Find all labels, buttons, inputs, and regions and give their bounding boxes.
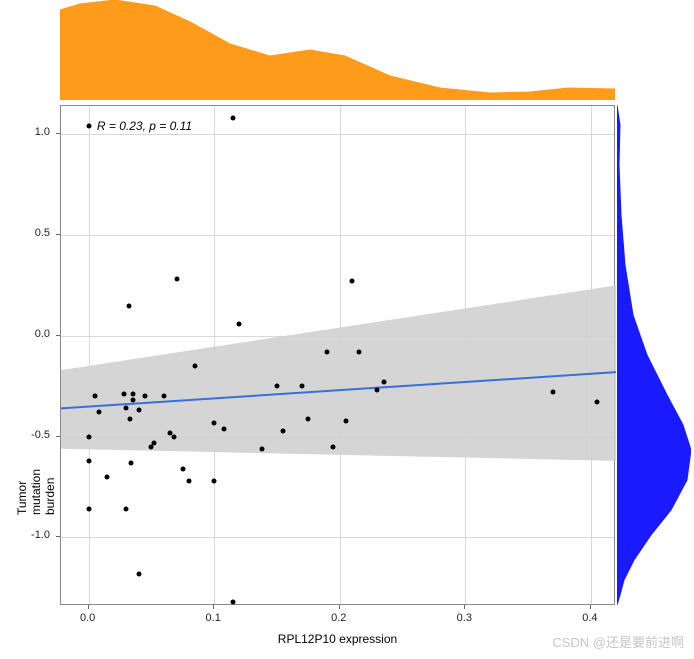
x-tick-label: 0.2 (331, 612, 346, 624)
x-tick-label: 0.1 (206, 612, 221, 624)
y-tick-label: -1.0 (0, 529, 50, 541)
y-tick-mark (56, 234, 60, 235)
scatter-point (356, 349, 361, 354)
scatter-point (212, 420, 217, 425)
scatter-point (130, 392, 135, 397)
scatter-point (231, 599, 236, 604)
y-tick-label: 0.0 (0, 328, 50, 340)
y-tick-mark (56, 335, 60, 336)
scatter-point (300, 384, 305, 389)
x-tick-label: 0.0 (80, 612, 95, 624)
scatter-point (325, 349, 330, 354)
x-tick-mark (590, 605, 591, 609)
y-tick-label: 0.5 (0, 227, 50, 239)
scatter-point (231, 116, 236, 121)
scatter-panel: R = 0.23, p = 0.11 (60, 105, 615, 605)
scatter-point (86, 124, 91, 129)
scatter-point (331, 444, 336, 449)
scatter-point (595, 400, 600, 405)
scatter-point (172, 434, 177, 439)
scatter-point (212, 479, 217, 484)
scatter-point (180, 466, 185, 471)
right-density-fill (617, 105, 691, 605)
y-tick-mark (56, 436, 60, 437)
x-tick-mark (464, 605, 465, 609)
y-tick-label: 1.0 (0, 126, 50, 138)
scatter-point (129, 460, 134, 465)
y-tick-mark (56, 536, 60, 537)
scatter-point (222, 426, 227, 431)
y-axis-title: Tumor mutation burden (15, 469, 57, 515)
scatter-point (551, 390, 556, 395)
scatter-point (136, 408, 141, 413)
x-tick-mark (88, 605, 89, 609)
right-marginal-density (617, 105, 691, 605)
scatter-point (350, 279, 355, 284)
scatter-point (151, 440, 156, 445)
x-tick-label: 0.3 (457, 612, 472, 624)
scatter-point (92, 394, 97, 399)
top-density-fill (60, 0, 615, 100)
confidence-ribbon (61, 285, 616, 460)
scatter-point (130, 398, 135, 403)
scatter-point (136, 571, 141, 576)
scatter-point (375, 388, 380, 393)
scatter-point (86, 458, 91, 463)
scatter-point (143, 394, 148, 399)
scatter-point (126, 303, 131, 308)
scatter-point (86, 507, 91, 512)
scatter-point (86, 434, 91, 439)
x-tick-mark (213, 605, 214, 609)
scatter-point (259, 446, 264, 451)
x-axis-title: RPL12P10 expression (278, 632, 397, 646)
scatter-point (306, 416, 311, 421)
chart-container: R = 0.23, p = 0.11 Tumor mutation burden… (0, 0, 694, 659)
scatter-point (344, 418, 349, 423)
scatter-point (128, 416, 133, 421)
scatter-point (121, 392, 126, 397)
scatter-point (281, 428, 286, 433)
scatter-point (124, 406, 129, 411)
y-tick-mark (56, 133, 60, 134)
watermark-text: CSDN @还是要前进啊 (552, 632, 684, 651)
scatter-point (381, 380, 386, 385)
scatter-point (96, 410, 101, 415)
x-tick-label: 0.4 (582, 612, 597, 624)
scatter-point (105, 474, 110, 479)
scatter-point (237, 321, 242, 326)
x-axis: RPL12P10 expression 0.0 0.1 0.2 0.3 0.4 (60, 605, 615, 655)
scatter-point (174, 277, 179, 282)
correlation-stat-text: R = 0.23, p = 0.11 (97, 119, 192, 133)
scatter-point (187, 479, 192, 484)
y-tick-label: -0.5 (0, 429, 50, 441)
scatter-point (193, 364, 198, 369)
scatter-point (124, 507, 129, 512)
scatter-point (161, 394, 166, 399)
scatter-point (274, 384, 279, 389)
x-tick-mark (339, 605, 340, 609)
top-marginal-density (60, 0, 615, 100)
y-axis: Tumor mutation burden -1.0 -0.5 0.0 0.5 1.0 (0, 105, 60, 605)
